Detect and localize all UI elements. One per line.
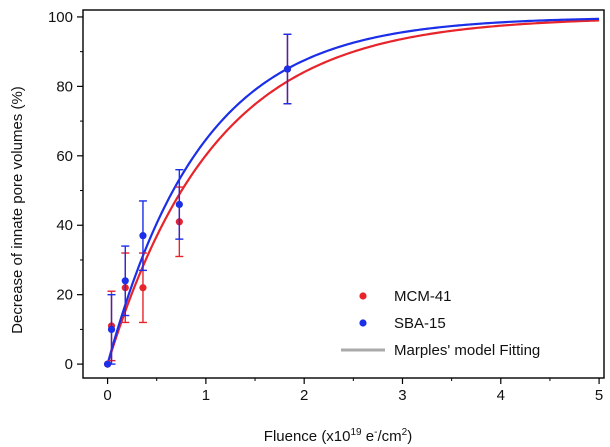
x-axis-label: Fluence (x1019 e-/cm2) (264, 427, 412, 445)
y-tick-label: 40 (56, 217, 73, 234)
data-point (283, 65, 292, 73)
x-tick-label: 3 (398, 387, 406, 404)
plot-frame (82, 9, 605, 379)
plot-area (82, 9, 605, 379)
legend-marker (359, 292, 367, 300)
data-point (139, 284, 147, 292)
x-tick-label: 2 (300, 387, 308, 404)
legend-label: SBA-15 (394, 315, 446, 332)
y-tick-label: 60 (56, 148, 73, 165)
fit-curve (106, 17, 600, 365)
y-axis-label: Decrease of innate pore volumes (%) (9, 86, 26, 334)
legend-label: MCM-41 (394, 288, 452, 305)
fit-curve (106, 19, 600, 365)
x-tick-label: 1 (202, 387, 210, 404)
data-point (107, 325, 116, 333)
data-points (103, 33, 292, 368)
legend-label: Marples' model Fitting (394, 342, 540, 359)
data-point (175, 200, 183, 209)
y-tick-label: 80 (56, 78, 73, 95)
legend-marker (359, 319, 367, 327)
x-tick-label: 5 (595, 387, 603, 404)
data-point (139, 232, 147, 240)
fit-curves (106, 17, 600, 365)
x-tick-label: 0 (103, 387, 111, 404)
x-tick-label: 4 (497, 387, 505, 404)
y-tick-label: 100 (48, 9, 73, 26)
axes: 0 1 2 3 4 5 0 20 40 60 80 100 (48, 9, 603, 404)
legend: MCM-41 SBA-15 Marples' model Fitting (341, 288, 540, 359)
data-point (121, 277, 129, 285)
y-tick-label: 20 (56, 287, 73, 304)
y-tick-label: 0 (65, 356, 73, 373)
